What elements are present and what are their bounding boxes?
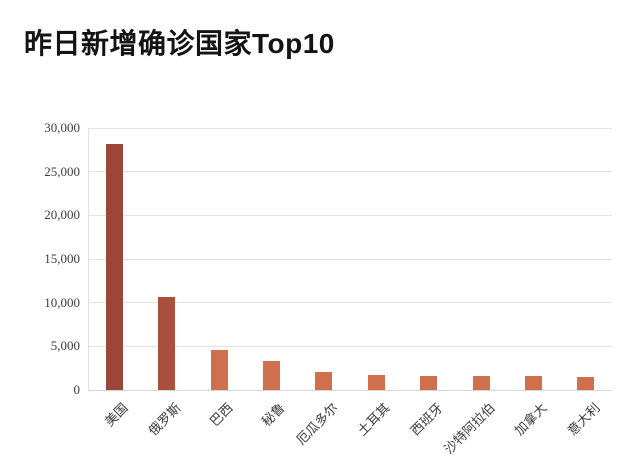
bar (472, 376, 490, 390)
gridline (88, 127, 612, 129)
gridline (88, 302, 612, 304)
x-tick-label: 加拿大 (511, 400, 551, 439)
y-tick-label: 10,000 (44, 294, 80, 310)
bar (262, 361, 280, 390)
chart-title: 昨日新增确诊国家Top10 (24, 28, 335, 59)
gridline (88, 258, 612, 260)
bar (577, 377, 595, 390)
y-tick-label: 0 (73, 382, 81, 397)
y-axis-line (88, 128, 89, 390)
gridline (88, 171, 612, 173)
y-tick-label: 20,000 (44, 207, 80, 223)
x-tick-label: 西班牙 (407, 400, 446, 439)
x-tick-label: 俄罗斯 (145, 400, 184, 439)
y-tick-label: 5,000 (50, 338, 80, 354)
gridline (88, 389, 612, 391)
gridline (88, 345, 612, 347)
bar (420, 375, 438, 390)
y-tick-label: 25,000 (44, 163, 80, 179)
bar (210, 350, 228, 390)
y-tick-label: 30,000 (44, 120, 80, 135)
x-tick-label: 秘鲁 (259, 400, 289, 430)
gridline (88, 214, 612, 216)
x-tick-label: 土耳其 (354, 400, 393, 439)
x-tick-label: 沙特阿拉伯 (441, 400, 498, 457)
bar (315, 371, 333, 390)
x-tick-label: 意大利 (564, 400, 603, 439)
x-tick-label: 厄瓜多尔 (293, 400, 341, 448)
bar (524, 376, 542, 390)
bar (367, 374, 385, 390)
bar (158, 297, 176, 390)
bar (105, 143, 123, 390)
x-tick-label: 美国 (101, 400, 131, 430)
y-tick-label: 15,000 (44, 251, 80, 266)
x-tick-label: 巴西 (206, 400, 236, 430)
